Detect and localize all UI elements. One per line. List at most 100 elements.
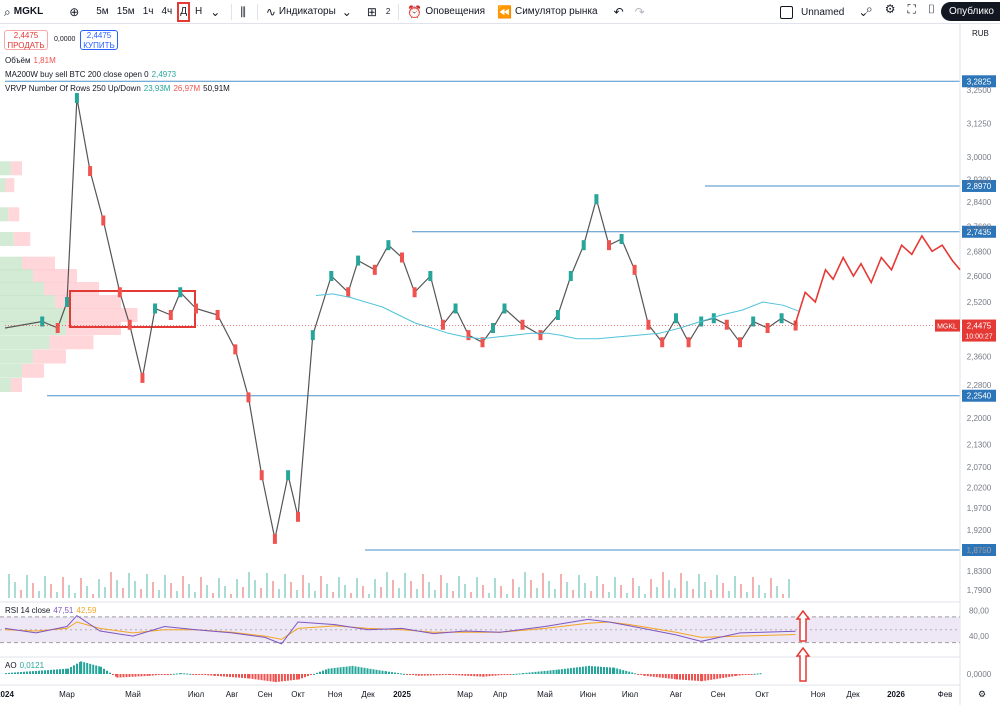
interval-4h[interactable]: 4ч: [161, 6, 173, 17]
volume-bar: [116, 580, 118, 598]
time-tick-label: Мар: [457, 690, 473, 699]
rsi-line: [4, 614, 796, 645]
ao-bar-down: [429, 674, 432, 676]
interval-week[interactable]: Н: [195, 6, 203, 17]
ao-bar-up: [106, 670, 108, 674]
ao-bar-up: [65, 668, 67, 674]
ao-bar-up: [588, 665, 590, 674]
interval-5m[interactable]: 5м: [96, 6, 109, 17]
volume-bar: [350, 593, 352, 598]
ao-bar-up: [35, 670, 37, 674]
ao-bar-up: [603, 666, 605, 674]
volume-bar: [656, 587, 658, 598]
down-candle: [88, 166, 93, 177]
chevron-down-icon: ⌄: [858, 5, 869, 19]
vrvp-legend[interactable]: VRVP Number Of Rows 250 Up/Down 23,93M 26,…: [5, 84, 230, 93]
price-tick-label: 3,2500: [967, 86, 992, 95]
interval-15m[interactable]: 15м: [116, 6, 135, 17]
layouts-button[interactable]: ⊞ 2: [366, 4, 391, 19]
volume-bar: [236, 579, 238, 598]
last-price-bg: [962, 319, 996, 342]
undo-button[interactable]: ↶: [610, 1, 631, 23]
volume-bar: [548, 581, 550, 598]
ao-bar-up: [381, 670, 384, 674]
alerts-button[interactable]: ⏰ Оповещения: [407, 4, 486, 19]
volume-bar: [704, 582, 706, 598]
volume-bar: [560, 574, 562, 598]
price-chart[interactable]: 3,2825 2,8970 2,7435 2,2540 1,8750 3,2500 3,12…: [0, 24, 1000, 705]
ao-bar-down: [444, 674, 447, 676]
symbol-search[interactable]: ⌕ MGKL: [4, 4, 44, 19]
ma-legend[interactable]: MA200W buy sell BTC 200 close open 0 2,49…: [5, 70, 177, 79]
ao-bar-down: [482, 674, 485, 677]
ao-bar-down: [115, 674, 117, 677]
volume-bar: [770, 578, 772, 598]
ao-bar-down: [497, 674, 500, 676]
price-tick-label: 2,8400: [967, 198, 992, 207]
volume-bar: [230, 594, 232, 598]
volume-bar: [494, 578, 496, 598]
rsi-level-label: 40,00: [969, 632, 990, 641]
chart-type-button[interactable]: ⫼: [236, 1, 253, 23]
compare-button[interactable]: ⊕: [65, 1, 86, 23]
replay-button[interactable]: ⏪ Симулятор рынка: [497, 4, 598, 19]
fullscreen-icon[interactable]: ⛶: [907, 2, 916, 16]
volume-profile-down-bar: [71, 308, 138, 322]
interval-1h[interactable]: 1ч: [142, 6, 154, 17]
ao-bar-down: [266, 674, 269, 681]
publish-button[interactable]: Опублико: [940, 2, 1000, 21]
indicators-button[interactable]: ∿ Индикаторы ⌄: [265, 4, 352, 19]
undo-icon: ↶: [613, 4, 624, 19]
down-candle: [259, 470, 264, 481]
camera-icon[interactable]: ⌷: [927, 2, 936, 16]
layout-name-button[interactable]: Unnamed ⌄: [780, 2, 871, 22]
ao-bar-down: [131, 674, 134, 677]
volume-bar: [452, 591, 454, 598]
redo-button[interactable]: ↷: [631, 1, 652, 23]
gear-icon[interactable]: ⚙: [884, 2, 896, 16]
volume-bar: [542, 573, 544, 598]
price-tick-label: 3,1250: [967, 120, 992, 129]
interval-dropdown[interactable]: ⌄: [206, 1, 227, 23]
ao-bar-up: [89, 663, 92, 674]
volume-bar: [356, 578, 358, 598]
ao-legend[interactable]: AO 0,0121: [5, 661, 45, 670]
ao-bar-down: [640, 674, 643, 675]
time-tick-label: Июл: [188, 690, 205, 699]
down-candle: [296, 511, 300, 522]
up-candle: [40, 316, 45, 327]
volume-bar: [368, 594, 370, 598]
rsi-legend[interactable]: RSI 14 close 47,51 42,59: [5, 606, 97, 615]
buy-button[interactable]: 2,4475 КУПИТЬ: [80, 30, 118, 50]
volume-bar: [758, 585, 760, 598]
volume-bar: [428, 582, 430, 598]
ao-bar-down: [214, 674, 216, 676]
level-label: 2,8970: [967, 182, 992, 191]
ao-bar-up: [336, 667, 339, 674]
sell-button[interactable]: 2,4475 ПРОДАТЬ: [4, 30, 48, 50]
volume-bar: [650, 579, 652, 598]
volume-bar: [14, 582, 16, 598]
ao-bar-down: [128, 674, 131, 677]
price-tick-label: 2,0700: [967, 463, 992, 472]
down-candle: [466, 330, 471, 341]
interval-day[interactable]: Д: [176, 1, 191, 23]
volume-legend[interactable]: Объём 1,81M: [5, 56, 56, 65]
search-icon: ⌕: [4, 4, 11, 19]
volume-bar: [62, 577, 64, 598]
volume-bar: [530, 580, 532, 598]
ao-bar-down: [192, 674, 195, 675]
price-tick-label: 2,7600: [967, 223, 992, 232]
up-candle: [581, 240, 586, 251]
layout-checkbox[interactable]: [780, 5, 793, 19]
ao-bar-down: [420, 674, 423, 676]
volume-bar: [764, 593, 766, 598]
volume-profile-up-bar: [0, 256, 22, 271]
quick-search-icon[interactable]: ⌕: [866, 2, 873, 16]
time-tick-label: Сен: [711, 690, 726, 699]
symbol-tag-bg: [935, 319, 960, 332]
ao-bar-up: [333, 667, 336, 674]
ao-bar-down: [119, 674, 122, 678]
price-tick-label: 2,0200: [967, 484, 992, 493]
ao-bar-up: [375, 669, 378, 674]
